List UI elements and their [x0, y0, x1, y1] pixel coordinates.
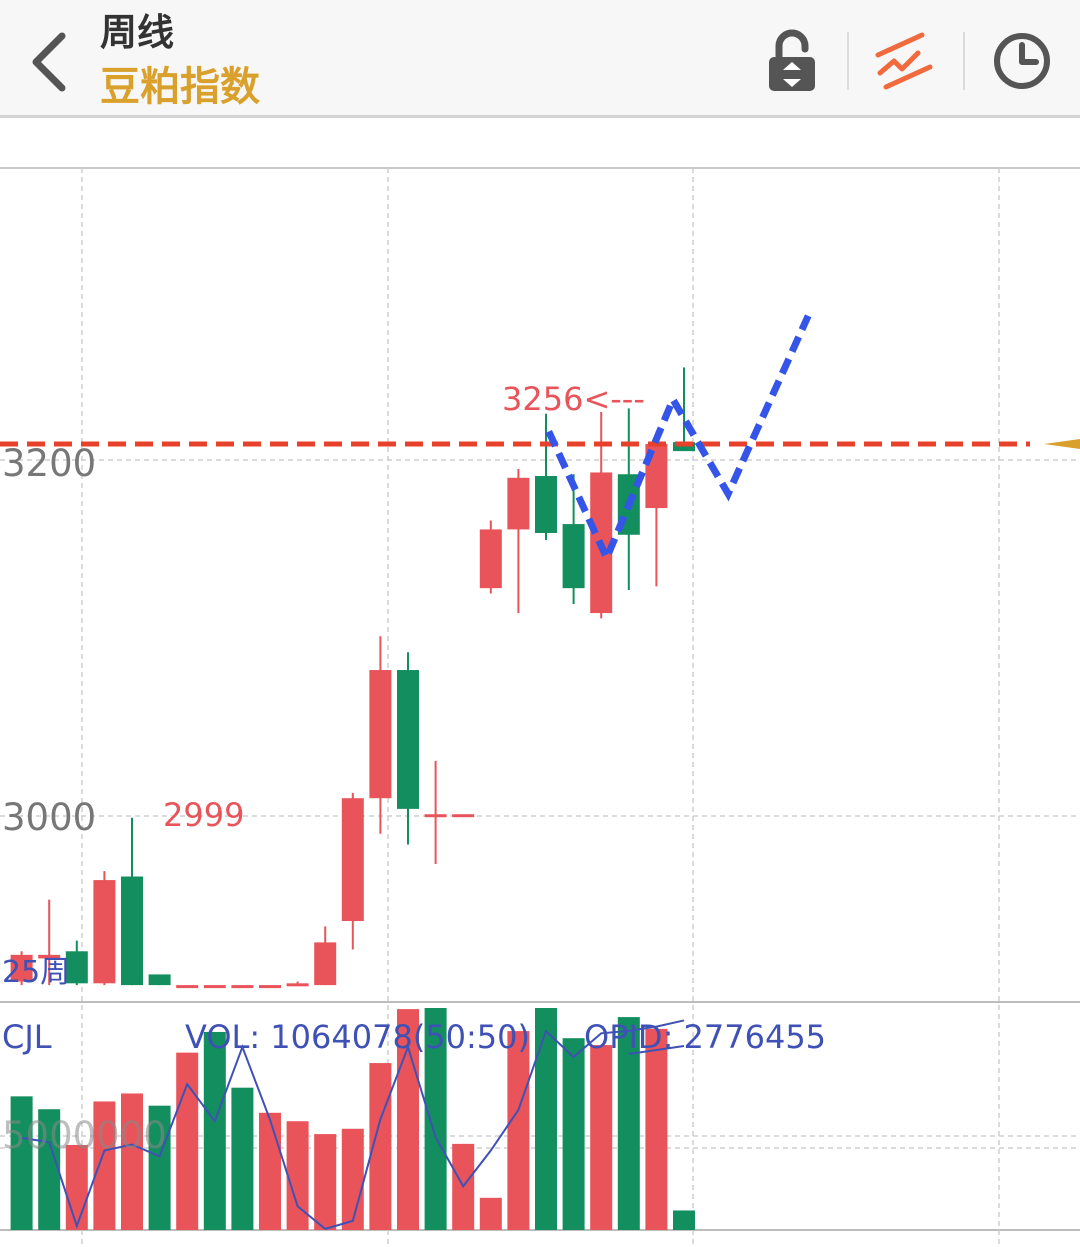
opid-value-label: OPID: 2776455 — [584, 1018, 826, 1056]
chevron-left-icon — [32, 32, 66, 92]
candle — [38, 899, 61, 986]
clock-icon — [994, 33, 1050, 89]
candle-body — [10, 954, 33, 982]
volume-bar — [617, 1017, 640, 1230]
kline-chart-svg[interactable]: 3200 3000 2999 3256<--- 25周 5000000 CJL VOL: 10… — [0, 118, 1080, 1247]
candle-body — [535, 476, 557, 533]
volume-bar — [286, 1121, 309, 1230]
volume-bar — [507, 1031, 530, 1230]
opid-line — [21, 1019, 685, 1230]
volume-bar — [645, 1028, 668, 1230]
candle-body — [286, 983, 309, 987]
candle-body — [203, 985, 226, 989]
candle-body — [176, 985, 199, 989]
lock-button[interactable] — [760, 26, 824, 96]
volume-bar — [341, 1128, 364, 1230]
volume-bar — [231, 1087, 254, 1230]
candle-body — [148, 974, 171, 986]
drawing-tools-icon — [875, 32, 933, 90]
y-axis-label: 3200 — [2, 442, 96, 485]
candle-body — [479, 529, 502, 589]
kline-chart-area[interactable]: 3200 3000 2999 3256<--- 25周 5000000 CJL VOL: 10… — [0, 118, 1080, 1247]
y-axis-label: 3000 — [2, 796, 96, 839]
candle — [397, 652, 419, 845]
drawing-tools-button[interactable] — [872, 26, 936, 96]
candle — [562, 474, 585, 605]
high-price-marker: 3256<--- — [502, 380, 645, 418]
volume-bar — [314, 1134, 337, 1230]
chart-period-title: 周线 — [100, 11, 174, 54]
candle-body — [562, 524, 585, 589]
candle-body — [397, 670, 419, 809]
volume-bar — [259, 1112, 281, 1230]
candle — [424, 760, 447, 865]
candle-body — [341, 798, 364, 922]
header-separator — [963, 32, 965, 90]
candle — [507, 468, 530, 614]
candle — [231, 985, 254, 989]
candle — [65, 940, 88, 986]
period-count-label: 25周 — [2, 955, 70, 990]
candle-body — [121, 876, 143, 986]
volume-bar — [38, 1109, 61, 1230]
low-price-marker: 2999 — [163, 796, 244, 834]
volume-bar — [10, 1096, 33, 1230]
candle-body — [38, 954, 61, 959]
drawn-pattern-line[interactable] — [545, 314, 812, 567]
candle-body — [314, 942, 337, 986]
candle — [341, 792, 364, 950]
volume-bar — [673, 1210, 695, 1230]
candle-body — [673, 442, 695, 452]
candle — [93, 871, 116, 986]
candle-body — [93, 880, 116, 984]
volume-value-label: VOL: 1064078(50:50) — [185, 1018, 530, 1056]
candle — [121, 817, 143, 986]
candle-body — [231, 985, 254, 989]
candle — [673, 367, 695, 452]
candle — [369, 636, 392, 834]
volume-bar — [590, 1045, 613, 1230]
app-header: 周线 豆粕指数 — [0, 0, 1080, 118]
price-cursor-arrow — [1044, 438, 1080, 449]
volume-bar — [424, 1008, 447, 1230]
candle-body — [507, 477, 530, 530]
candle — [148, 974, 171, 986]
candle — [286, 981, 309, 987]
candle — [176, 985, 199, 989]
candle — [259, 985, 281, 989]
volume-bar — [93, 1101, 116, 1230]
unlock-icon — [769, 29, 815, 91]
candle-body — [65, 951, 88, 984]
candle-body — [259, 985, 281, 989]
candle-body — [424, 814, 447, 818]
candle — [452, 814, 475, 818]
volume-bar — [562, 1038, 585, 1230]
volume-bar — [65, 1144, 88, 1230]
volume-axis-label: 5000000 — [2, 1114, 167, 1157]
candle — [203, 985, 226, 989]
candle-body — [369, 670, 392, 799]
volume-bar — [535, 1008, 557, 1230]
candle — [479, 520, 502, 594]
candle-body — [452, 814, 475, 818]
indicator-name-label[interactable]: CJL — [2, 1018, 52, 1056]
candle — [535, 413, 557, 541]
volume-bar — [203, 1031, 226, 1230]
candle — [314, 926, 337, 986]
volume-bar — [479, 1197, 502, 1230]
back-button[interactable] — [18, 22, 82, 102]
instrument-name: 豆粕指数 — [100, 64, 260, 110]
volume-bar — [121, 1093, 143, 1230]
candle — [10, 951, 33, 986]
volume-bar — [148, 1105, 171, 1230]
volume-bar — [176, 1052, 199, 1230]
header-separator — [847, 32, 849, 90]
history-button[interactable] — [990, 26, 1054, 96]
opid-line-tail — [628, 1045, 685, 1055]
